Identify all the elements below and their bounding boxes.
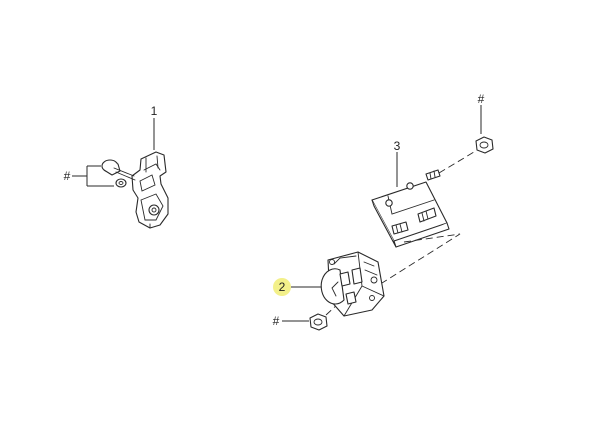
part-1-screw[interactable] [101, 159, 136, 181]
callout-hash-left-label: # [64, 169, 71, 183]
part-1-bracket[interactable] [131, 151, 169, 229]
part-3-mounting-plate[interactable] [371, 151, 475, 248]
callout-hash-left[interactable]: # [64, 165, 114, 187]
callout-hash-bottom[interactable]: # [273, 314, 309, 328]
part-1-washer[interactable] [115, 178, 127, 188]
part-2-nut[interactable] [309, 313, 328, 331]
callout-1-label: 1 [151, 104, 158, 118]
callout-1[interactable]: 1 [151, 104, 158, 150]
callout-2[interactable]: 2 [273, 278, 321, 296]
callout-2-label: 2 [279, 280, 286, 294]
callout-3[interactable]: 3 [394, 139, 401, 187]
part-2-solenoid[interactable] [320, 251, 385, 317]
callout-hash-top-right-label: # [478, 92, 485, 106]
callout-2-highlight [273, 278, 291, 296]
callout-hash-top-right[interactable]: # [478, 92, 485, 134]
callout-3-label: 3 [394, 139, 401, 153]
callout-hash-bottom-label: # [273, 314, 280, 328]
part-3-nut[interactable] [475, 136, 494, 154]
